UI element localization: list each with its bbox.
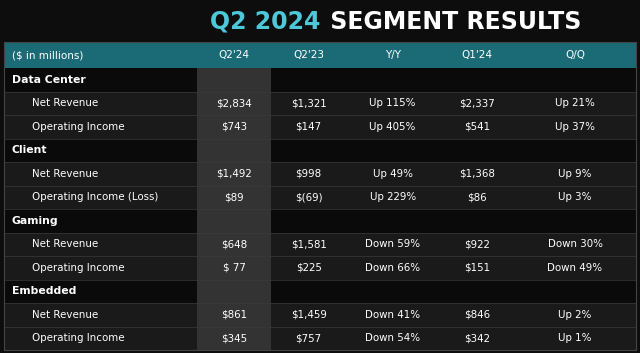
Text: $2,834: $2,834 [216,98,252,108]
Text: ($ in millions): ($ in millions) [12,50,83,60]
Text: Net Revenue: Net Revenue [32,98,99,108]
Text: Q2 2024: Q2 2024 [210,10,320,34]
Bar [196,280,271,303]
Text: $342: $342 [464,333,490,343]
Bar [4,256,636,280]
Bar [4,209,636,233]
Text: Up 2%: Up 2% [558,310,592,320]
Text: Net Revenue: Net Revenue [32,310,99,320]
Text: $2,337: $2,337 [459,98,495,108]
Text: Up 1%: Up 1% [558,333,592,343]
Text: Q1'24: Q1'24 [461,50,492,60]
Text: $1,459: $1,459 [291,310,326,320]
Text: Up 405%: Up 405% [369,122,416,132]
Text: $757: $757 [296,333,322,343]
Text: Client: Client [12,145,47,155]
Bar [4,162,636,185]
Text: $743: $743 [221,122,247,132]
Text: $541: $541 [463,122,490,132]
Text: Up 21%: Up 21% [555,98,595,108]
Text: $1,492: $1,492 [216,169,252,179]
Bar [196,162,271,185]
Text: $1,368: $1,368 [459,169,495,179]
Text: Down 49%: Down 49% [547,263,603,273]
Text: $998: $998 [296,169,322,179]
Text: Embedded: Embedded [12,286,76,296]
Text: Data Center: Data Center [12,75,86,85]
Bar [4,138,636,162]
Text: Operating Income: Operating Income [32,122,125,132]
Text: Down 66%: Down 66% [365,263,420,273]
Text: Up 49%: Up 49% [372,169,413,179]
Bar [196,209,271,233]
Bar [4,42,636,68]
Bar [4,115,636,138]
Text: $89: $89 [224,192,244,202]
Text: Q/Q: Q/Q [565,50,585,60]
Text: $1,321: $1,321 [291,98,326,108]
Text: $1,581: $1,581 [291,239,326,249]
Text: Up 3%: Up 3% [558,192,592,202]
Text: Up 229%: Up 229% [369,192,416,202]
Bar [4,303,636,327]
Text: Down 54%: Down 54% [365,333,420,343]
Bar [196,185,271,209]
Text: Down 59%: Down 59% [365,239,420,249]
Bar [4,91,636,115]
Bar [196,138,271,162]
Text: $225: $225 [296,263,321,273]
Bar [4,327,636,350]
Bar [196,233,271,256]
Text: $147: $147 [296,122,322,132]
Bar [4,280,636,303]
Text: Q2'23: Q2'23 [293,50,324,60]
Text: $ 77: $ 77 [223,263,246,273]
Bar [4,68,636,91]
Text: $861: $861 [221,310,247,320]
Text: SEGMENT RESULTS: SEGMENT RESULTS [322,10,581,34]
Bar [196,115,271,138]
Text: Y/Y: Y/Y [385,50,401,60]
Bar [196,327,271,350]
Text: Up 9%: Up 9% [558,169,592,179]
Text: Operating Income (Loss): Operating Income (Loss) [32,192,158,202]
Text: Operating Income: Operating Income [32,263,125,273]
Text: $151: $151 [463,263,490,273]
Text: $846: $846 [463,310,490,320]
Text: $922: $922 [464,239,490,249]
Bar [196,68,271,91]
Text: Net Revenue: Net Revenue [32,169,99,179]
Text: $(69): $(69) [295,192,323,202]
Text: Up 115%: Up 115% [369,98,416,108]
Text: Up 37%: Up 37% [555,122,595,132]
Text: Operating Income: Operating Income [32,333,125,343]
Text: Q2'24: Q2'24 [218,50,250,60]
Bar [4,233,636,256]
Text: Net Revenue: Net Revenue [32,239,99,249]
Text: Gaming: Gaming [12,216,59,226]
Text: $86: $86 [467,192,486,202]
Bar [196,91,271,115]
Text: $345: $345 [221,333,247,343]
Bar [196,303,271,327]
Bar [196,256,271,280]
Text: Down 30%: Down 30% [547,239,602,249]
Bar [4,185,636,209]
Text: Down 41%: Down 41% [365,310,420,320]
Text: $648: $648 [221,239,247,249]
